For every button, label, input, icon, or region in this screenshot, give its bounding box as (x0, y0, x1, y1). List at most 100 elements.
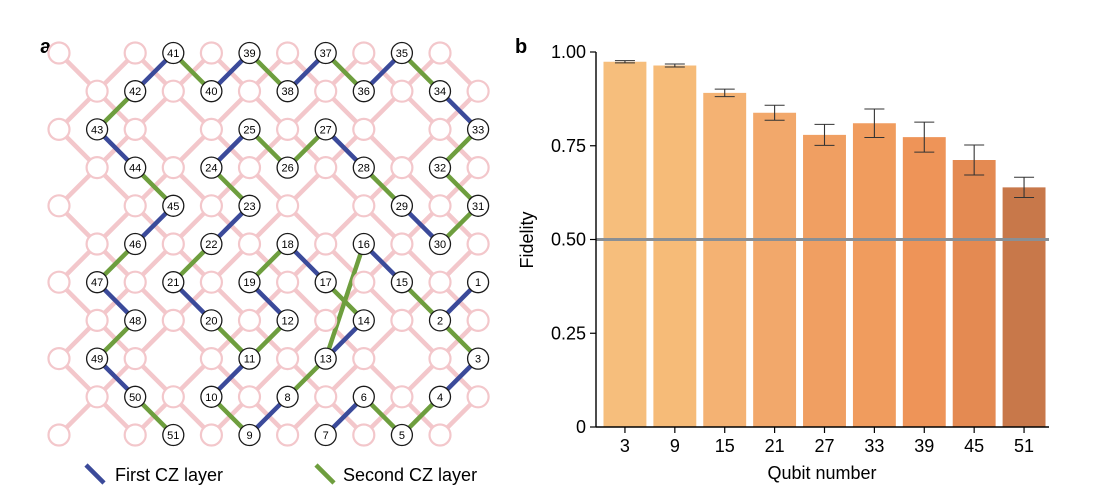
qubit-label: 39 (243, 48, 255, 60)
y-tick-label: 0.25 (551, 323, 586, 343)
qubit-circle (238, 194, 261, 217)
qubit-circle (162, 194, 185, 217)
qubit-label: 24 (205, 163, 217, 175)
qubit-node: 26 (276, 156, 299, 179)
qubit-circle (200, 232, 223, 256)
qubit-label: 23 (243, 201, 255, 213)
qubit-node: 2 (428, 309, 452, 332)
qubit-circle (466, 347, 490, 370)
qubit-label: 36 (358, 86, 370, 98)
qubit-label: 30 (434, 239, 446, 251)
empty-site (314, 308, 338, 332)
qubit-node: 3 (466, 347, 490, 370)
qubit-node: 23 (238, 194, 261, 217)
qubit-circle (390, 194, 414, 217)
empty-site (85, 308, 109, 332)
empty-site (314, 232, 338, 256)
qubit-circle (200, 385, 223, 408)
qubit-circle (85, 118, 109, 141)
qubit-node: 4 (428, 385, 452, 408)
empty-site (352, 270, 376, 294)
qubit-label: 9 (246, 430, 252, 442)
qubit-label: 13 (320, 354, 332, 366)
qubit-label: 34 (434, 86, 446, 98)
qubit-node: 1 (466, 271, 490, 294)
qubit-label: 51 (167, 430, 179, 442)
empty-site (237, 79, 262, 103)
empty-site (85, 385, 109, 409)
qubit-node: 30 (428, 232, 452, 256)
qubit-circle (466, 118, 490, 141)
qubit-label: 3 (475, 354, 481, 366)
qubit-label: 48 (129, 315, 141, 327)
qubit-label: 15 (396, 277, 408, 289)
qubit-circle (276, 156, 299, 179)
qubit-node: 21 (162, 271, 185, 294)
qubit-label: 22 (205, 239, 217, 251)
empty-site (466, 232, 490, 256)
empty-site (390, 232, 414, 256)
qubit-label: 32 (434, 163, 446, 175)
qubit-node: 27 (314, 118, 337, 141)
empty-site (428, 347, 452, 371)
qubit-node: 9 (238, 423, 261, 447)
qubit-circle (124, 80, 147, 103)
empty-site (161, 79, 185, 103)
empty-site (466, 79, 490, 103)
empty-site (352, 117, 376, 141)
qubit-circle (124, 232, 147, 256)
qubit-circle (352, 232, 375, 256)
empty-site (199, 423, 223, 447)
qubit-label: 44 (129, 163, 141, 175)
empty-site (276, 194, 300, 218)
empty-site (199, 270, 223, 294)
qubit-node: 12 (276, 309, 299, 332)
qubit-label: 4 (437, 392, 443, 404)
empty-site (123, 194, 147, 218)
qubit-circle (276, 80, 299, 103)
empty-site (199, 347, 223, 371)
x-tick-label: 39 (914, 436, 934, 456)
error-bar (864, 108, 885, 139)
qubit-node: 38 (276, 80, 299, 103)
empty-site (161, 156, 185, 180)
qubit-label: 45 (167, 201, 179, 213)
qubit-label: 18 (281, 239, 293, 251)
x-tick-label: 51 (1014, 436, 1034, 456)
qubit-node: 7 (314, 423, 337, 447)
empty-site (390, 308, 414, 332)
qubit-node: 6 (352, 385, 375, 408)
qubit-label: 10 (205, 392, 217, 404)
qubit-node: 39 (238, 41, 261, 65)
qubit-circle (162, 41, 185, 65)
qubit-circle (390, 423, 414, 447)
qubit-node: 20 (200, 309, 223, 332)
qubit-circle (200, 156, 223, 179)
qubit-label: 26 (281, 163, 293, 175)
qubit-node: 48 (124, 309, 147, 332)
empty-site (161, 232, 185, 256)
empty-site (466, 156, 490, 180)
empty-site (466, 385, 490, 409)
empty-site (85, 156, 109, 180)
legend-second-swatch (314, 463, 336, 485)
empty-site (123, 270, 147, 294)
qubit-circle (428, 385, 452, 408)
y-tick-label: 0.50 (551, 230, 586, 250)
qubit-label: 12 (281, 315, 293, 327)
qubit-label: 17 (320, 277, 332, 289)
empty-site (276, 270, 300, 294)
qubit-label: 16 (358, 239, 370, 251)
qubit-label: 1 (475, 277, 481, 289)
x-tick-label: 45 (964, 436, 984, 456)
qubit-circle (276, 385, 299, 408)
empty-site (352, 194, 376, 218)
bar (1002, 187, 1046, 427)
qubit-label: 28 (358, 163, 370, 175)
qubit-circle (390, 271, 414, 294)
error-bar (664, 63, 685, 68)
empty-site (199, 117, 223, 141)
empty-site (352, 423, 376, 447)
empty-site (199, 41, 223, 65)
empty-site (390, 385, 414, 409)
